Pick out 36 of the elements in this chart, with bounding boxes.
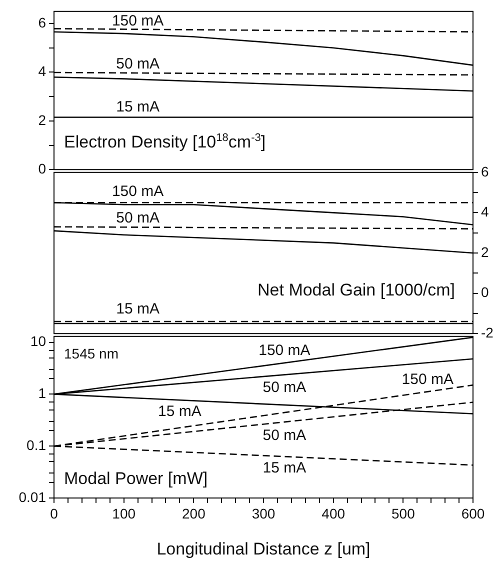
series-label: 150 mA bbox=[402, 370, 454, 388]
x-tick-label: 300 bbox=[252, 505, 276, 522]
y-tick-label: 0 bbox=[38, 160, 46, 176]
y2-tick-label: 0 bbox=[481, 284, 489, 300]
series-label: 15 mA bbox=[116, 98, 160, 116]
y-tick-label: 10 bbox=[30, 333, 46, 350]
x-tick-label: 600 bbox=[461, 505, 485, 522]
y2-tick-label: 2 bbox=[481, 244, 489, 260]
y-tick-label: 0.01 bbox=[18, 488, 46, 505]
y-tick-label: 2 bbox=[38, 112, 46, 128]
series-label: 50 mA bbox=[262, 378, 306, 396]
series-label: 150 mA bbox=[112, 182, 164, 200]
x-tick-label: 400 bbox=[322, 505, 346, 522]
y2-tick-label: 4 bbox=[481, 204, 489, 220]
text: Net Modal Gain [1000/cm] bbox=[258, 280, 455, 300]
y-tick-label: 0.1 bbox=[26, 436, 46, 453]
series-label: 50 mA bbox=[262, 427, 306, 444]
series-label: 50 mA bbox=[116, 210, 160, 227]
series-label: 15 mA bbox=[116, 300, 160, 318]
annotation: 1545 nm bbox=[64, 345, 118, 362]
x-tick-label: 100 bbox=[112, 505, 136, 522]
x-tick-label: 0 bbox=[50, 505, 58, 522]
y2-tick-label: 6 bbox=[481, 163, 489, 180]
y-tick-label: 1 bbox=[38, 385, 46, 402]
text: Modal Power [mW] bbox=[64, 469, 208, 488]
x-tick-label: 200 bbox=[182, 505, 206, 522]
series-label: 50 mA bbox=[116, 55, 160, 72]
y-tick-label: 6 bbox=[38, 14, 46, 30]
x-axis-title: Longitudinal Distance z [um] bbox=[156, 539, 370, 558]
series-label: 15 mA bbox=[262, 460, 306, 477]
x-tick-label: 500 bbox=[391, 505, 416, 522]
series-label: 150 mA bbox=[258, 342, 310, 360]
series-label: 150 mA bbox=[112, 12, 164, 30]
series-label: 15 mA bbox=[158, 403, 202, 420]
y2-tick-label: -2 bbox=[481, 324, 494, 340]
y-tick-label: 4 bbox=[38, 63, 46, 80]
